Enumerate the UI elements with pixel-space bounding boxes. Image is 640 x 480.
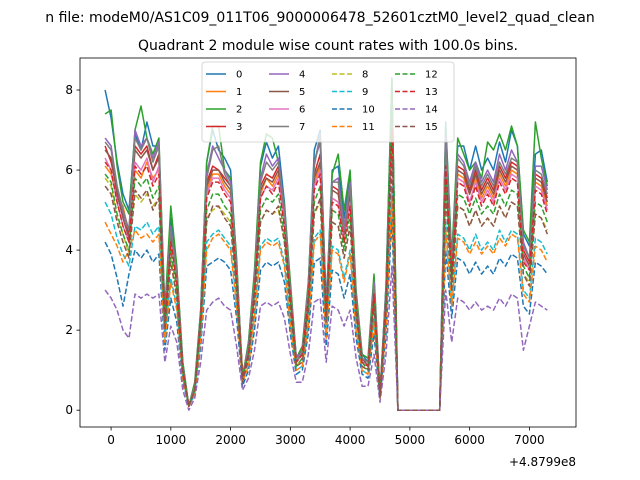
legend-label-10: 10: [362, 105, 375, 116]
legend-label-1: 1: [236, 87, 242, 98]
y-tick-label: 4: [65, 243, 73, 257]
legend-label-5: 5: [299, 87, 305, 98]
series-line-14: [104, 265, 548, 411]
x-tick-label: 4000: [335, 433, 366, 447]
legend-label-8: 8: [362, 70, 368, 81]
y-tick-label: 6: [65, 163, 73, 177]
axes-frame: [79, 57, 577, 428]
series-layer: [104, 77, 549, 411]
x-tick-label: 7000: [514, 433, 545, 447]
legend-label-14: 14: [425, 105, 438, 116]
x-offset-label: +4.8799e8: [509, 455, 576, 469]
legend-label-6: 6: [299, 105, 305, 116]
y-tick-label: 2: [65, 323, 73, 337]
chart-title: Quadrant 2 module wise count rates with …: [138, 38, 518, 54]
x-tick-label: 1000: [156, 433, 187, 447]
x-tick-label: 5000: [395, 433, 426, 447]
legend-label-11: 11: [362, 122, 375, 133]
plot-area: 0 1000 2000 3000 4000 5000 6000 7000 0 2 4 6 8 +4.8…: [65, 57, 577, 469]
x-tick-label: 6000: [454, 433, 485, 447]
legend-label-0: 0: [236, 70, 242, 81]
figure-suptitle: n file: modeM0/AS1C09_011T06_9000006478_…: [45, 10, 594, 26]
legend-label-13: 13: [425, 87, 438, 98]
series-line-5: [104, 117, 549, 411]
legend-label-2: 2: [236, 105, 242, 116]
legend-label-15: 15: [425, 122, 438, 133]
x-axis: 0 1000 2000 3000 4000 5000 6000 7000: [107, 427, 545, 447]
legend-label-9: 9: [362, 87, 368, 98]
x-tick-label: 3000: [275, 433, 306, 447]
legend-frame: [201, 61, 455, 143]
legend-label-7: 7: [299, 122, 305, 133]
y-tick-label: 8: [65, 83, 73, 97]
legend-label-4: 4: [299, 70, 305, 81]
legend-label-3: 3: [236, 122, 242, 133]
series-line-15: [104, 157, 549, 411]
y-axis: 0 2 4 6 8: [65, 83, 80, 417]
x-tick-label: 0: [107, 433, 115, 447]
y-tick-label: 0: [65, 403, 73, 417]
x-tick-label: 2000: [215, 433, 246, 447]
legend-label-12: 12: [425, 70, 438, 81]
